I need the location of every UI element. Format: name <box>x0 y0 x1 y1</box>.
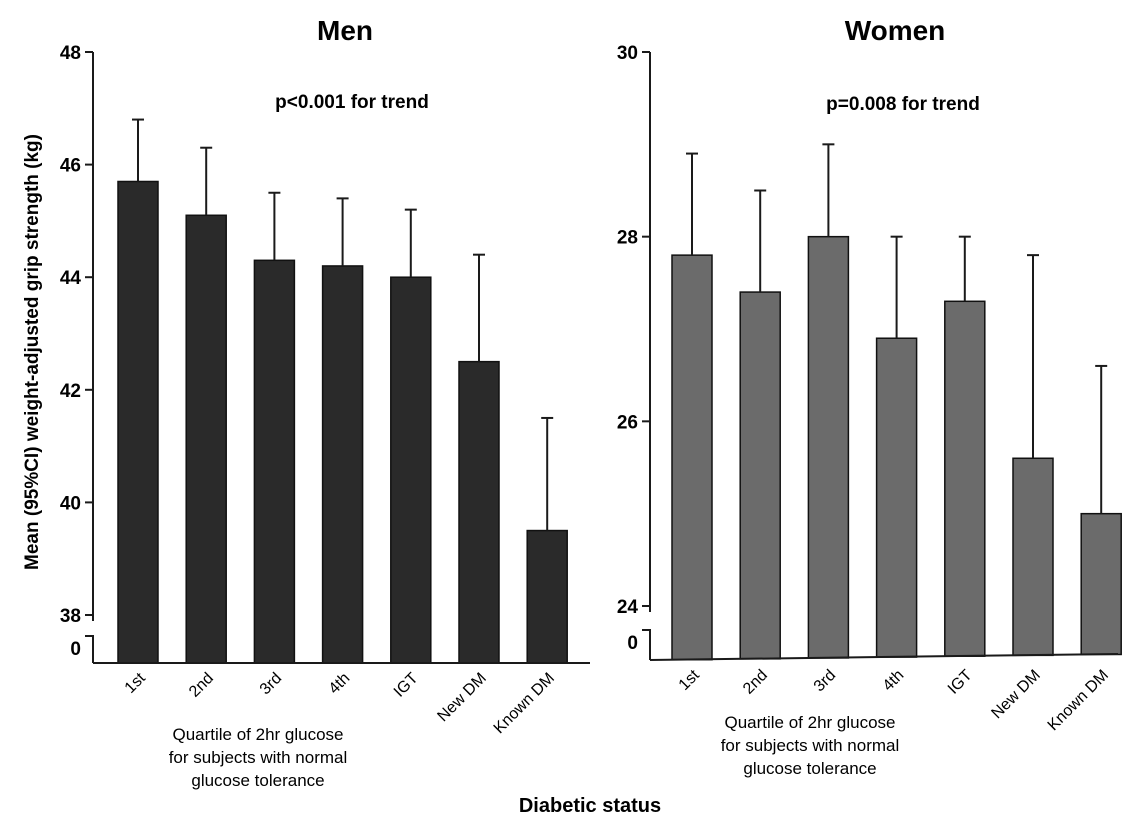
men-category-label: 3rd <box>257 670 285 698</box>
men-y-ticks: 48 46 44 42 40 38 0 <box>60 43 93 660</box>
women-category-label: 4th <box>880 667 908 695</box>
x-axis-label: Diabetic status <box>519 795 661 817</box>
men-category-note-line-1: Quartile of 2hr glucose <box>172 725 343 744</box>
men-bar <box>185 214 227 664</box>
women-category-label: 1st <box>676 666 704 694</box>
men-panel: Men p<0.001 for trend 48 46 44 42 40 38 0 1st 2… <box>60 15 590 790</box>
women-category-note-line-3: glucose tolerance <box>743 759 876 778</box>
women-y-ticks: 30 28 26 24 0 <box>617 43 650 654</box>
women-y-axis-break <box>642 629 651 660</box>
women-y-tick-label-zero: 0 <box>627 633 638 654</box>
men-y-axis-break <box>85 635 94 663</box>
women-bar <box>944 300 986 657</box>
men-y-tick-label: 40 <box>60 493 81 514</box>
men-y-tick-label: 46 <box>60 156 81 177</box>
women-bars <box>671 143 1122 661</box>
men-y-tick-label: 42 <box>60 381 81 402</box>
women-category-label: New DM <box>988 667 1043 722</box>
men-bar <box>458 360 500 664</box>
women-x-axis <box>649 653 1119 661</box>
men-y-tick-label: 48 <box>60 43 81 64</box>
men-bar <box>390 276 432 664</box>
men-bars <box>117 118 568 664</box>
men-title: Men <box>317 15 373 46</box>
men-y-tick-label: 44 <box>60 268 82 289</box>
women-y-tick-label: 24 <box>617 597 639 618</box>
men-category-label: Known DM <box>491 670 558 737</box>
men-bar <box>253 259 296 664</box>
women-trend-annotation: p=0.008 for trend <box>826 94 980 115</box>
women-bar <box>875 337 918 658</box>
women-category-label: IGT <box>945 667 976 698</box>
men-category-note-line-2: for subjects with normal <box>169 748 348 767</box>
women-panel: Women p=0.008 for trend 30 28 26 24 0 1st 2nd… <box>617 15 1122 778</box>
men-bar <box>321 265 364 664</box>
women-bar <box>1012 457 1054 657</box>
men-category-label: 1st <box>122 669 150 697</box>
women-category-label: 2nd <box>740 667 771 698</box>
women-category-label: 3rd <box>811 667 839 695</box>
women-y-tick-label: 28 <box>617 228 638 249</box>
men-bar <box>117 180 159 664</box>
women-category-note-line-2: for subjects with normal <box>721 736 900 755</box>
men-category-note-line-3: glucose tolerance <box>191 771 324 790</box>
men-category-label: New DM <box>434 670 489 725</box>
women-bar <box>671 254 713 661</box>
women-category-note-line-1: Quartile of 2hr glucose <box>724 713 895 732</box>
y-axis-label: Mean (95%CI) weight-adjusted grip streng… <box>22 134 43 570</box>
women-bar <box>807 235 850 659</box>
women-y-tick-label: 26 <box>617 412 638 433</box>
men-category-label: 4th <box>326 670 354 698</box>
women-title: Women <box>845 15 946 46</box>
men-y-tick-label-zero: 0 <box>70 639 81 660</box>
women-bar <box>1080 512 1122 656</box>
men-bar <box>526 529 568 664</box>
women-bar <box>739 291 781 660</box>
men-category-label: 2nd <box>186 670 217 701</box>
men-trend-annotation: p<0.001 for trend <box>275 92 429 113</box>
men-y-tick-label: 38 <box>60 606 81 627</box>
women-category-label: Known DM <box>1045 667 1112 734</box>
women-y-tick-label: 30 <box>617 43 638 64</box>
men-category-label: IGT <box>391 670 422 701</box>
